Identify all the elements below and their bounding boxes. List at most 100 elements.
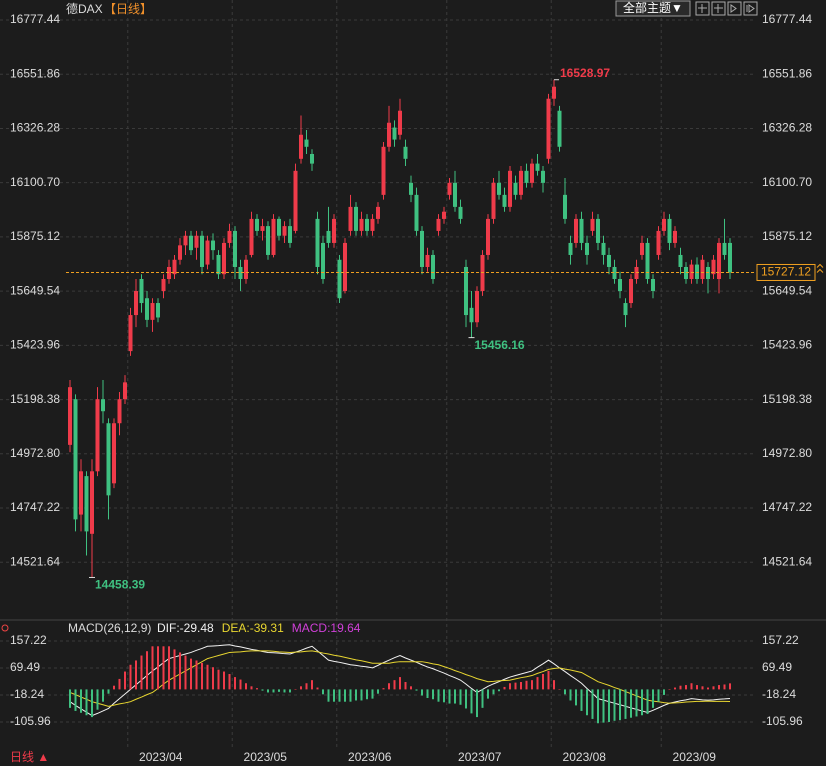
macd-bar: [300, 686, 302, 690]
candle-body: [469, 307, 474, 323]
macd-bar: [107, 689, 110, 694]
macd-bar: [597, 689, 599, 724]
macd-bar: [344, 689, 346, 702]
candle-body: [491, 182, 496, 219]
x-tick-label: 2023/04: [139, 750, 183, 764]
candle-body: [546, 98, 551, 159]
candle-body: [475, 291, 479, 323]
macd-bar: [437, 689, 440, 702]
candle-body: [277, 218, 281, 236]
y-tick-label-right: 14747.22: [762, 500, 812, 514]
toolbar-icons[interactable]: [695, 1, 758, 16]
macd-bar: [245, 683, 247, 690]
candle-body: [453, 182, 457, 207]
y-tick-label: 16100.70: [10, 175, 60, 189]
macd-bar: [327, 689, 330, 702]
macd-bar: [701, 686, 704, 690]
candle-body: [640, 242, 644, 255]
theme-button-box[interactable]: [615, 0, 691, 17]
candle-body: [178, 245, 182, 260]
macd-bar: [525, 680, 528, 690]
macd-bar: [239, 679, 242, 690]
candle-body: [117, 399, 122, 424]
x-tick-label: 2023/07: [458, 750, 502, 764]
macd-bar: [179, 652, 181, 690]
y-tick-label-right: 15875.12: [762, 229, 812, 243]
macd-bar: [206, 664, 209, 690]
y-tick-label: 69.49: [10, 660, 40, 674]
macd-bar: [278, 689, 280, 692]
macd-bar: [366, 689, 368, 700]
indicator-icon: [1, 624, 9, 632]
macd-bar: [184, 655, 187, 690]
candle-body: [618, 279, 622, 292]
y-tick-label-right: 15649.54: [762, 283, 812, 297]
candle-body: [458, 206, 463, 219]
macd-bar: [267, 689, 269, 693]
macd-bar: [470, 689, 473, 714]
macd-bar: [399, 677, 401, 690]
macd-bar: [212, 667, 214, 690]
candle-body: [255, 218, 259, 231]
y-tick-label: 15649.54: [10, 283, 60, 297]
candle-body: [156, 303, 160, 318]
candle-body: [365, 218, 369, 231]
candle-body: [552, 86, 556, 99]
macd-bar: [272, 689, 275, 693]
candle-body: [376, 206, 380, 219]
macd-bar: [679, 685, 682, 690]
candle-body: [651, 279, 655, 292]
y-tick-label-right: 69.49: [762, 660, 792, 674]
candle-body: [480, 254, 485, 292]
candle-body: [568, 242, 573, 255]
y-tick-label-right: -105.96: [762, 714, 803, 728]
macd-bar: [575, 689, 577, 706]
macd-bar: [476, 689, 478, 718]
candle-body: [189, 235, 193, 251]
macd-bar: [652, 689, 654, 708]
candle-body: [128, 315, 133, 352]
macd-bar: [558, 689, 561, 690]
candle-body: [700, 259, 705, 279]
candle-body: [145, 298, 149, 320]
macd-bar: [547, 670, 550, 690]
candle-body: [354, 206, 358, 231]
y-tick-label-right: 15423.96: [762, 338, 812, 352]
candle-body: [326, 230, 331, 243]
candle-body: [634, 266, 639, 279]
y-tick-label: 14972.80: [10, 446, 60, 460]
candle-body: [563, 194, 567, 219]
macd-bar: [503, 686, 506, 690]
candle-body: [266, 226, 270, 255]
candle-body: [200, 235, 204, 267]
y-tick-label: 16777.44: [10, 12, 60, 26]
candle-body: [112, 423, 116, 484]
candle-body: [607, 254, 611, 267]
candle-body: [585, 242, 589, 255]
macd-bar: [162, 646, 165, 690]
macd-bar: [195, 660, 198, 690]
theme-button[interactable]: 全部主题▼: [623, 0, 683, 15]
candle-body: [519, 170, 523, 195]
candle-body: [678, 254, 683, 267]
macd-bar: [729, 683, 731, 690]
macd-bar: [712, 686, 715, 690]
macd-bar: [602, 689, 605, 723]
y-tick-label-right: 14521.64: [762, 554, 812, 568]
candle-body: [629, 279, 633, 304]
macd-bar: [140, 655, 143, 690]
candle-body: [299, 134, 303, 159]
candle-body: [337, 259, 342, 299]
macd-bar: [613, 689, 616, 721]
footer-period[interactable]: 日线 ▲: [10, 750, 49, 764]
macd-bar: [591, 689, 594, 719]
candle-body: [579, 218, 584, 243]
y-tick-label: -105.96: [10, 714, 51, 728]
candle-body: [497, 182, 501, 195]
candle-body: [321, 242, 325, 279]
legend-entry: DEA:-39.31: [222, 621, 284, 635]
x-tick-label: 2023/06: [348, 750, 392, 764]
candle-body: [623, 303, 628, 316]
macd-bar: [333, 689, 335, 702]
macd-bar: [173, 649, 176, 690]
